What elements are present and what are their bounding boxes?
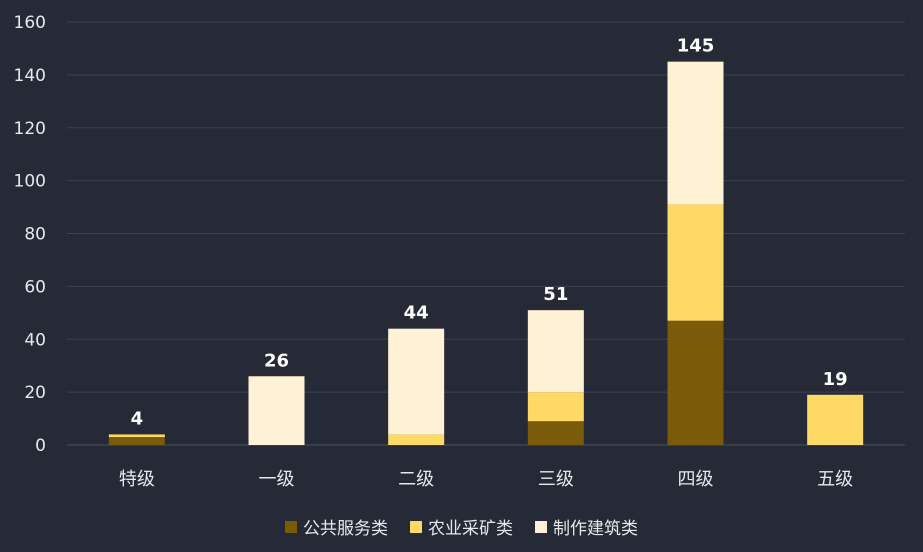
bar-segment-agriculture-mining: [667, 204, 724, 321]
total-label: 19: [823, 369, 848, 390]
y-tick-label: 120: [14, 119, 46, 139]
x-tick-label: 三级: [538, 469, 574, 490]
total-label: 44: [404, 303, 429, 324]
y-tick-label: 100: [14, 172, 46, 192]
legend-swatch-public-service: [285, 520, 297, 533]
x-tick-label: 一级: [259, 469, 295, 490]
legend-label-agriculture-mining: 农业采矿类: [428, 519, 513, 539]
y-tick-label: 20: [24, 383, 46, 403]
y-tick-label: 40: [24, 330, 46, 350]
bar-segment-public-service: [527, 421, 584, 445]
legend-swatch-agriculture-mining: [410, 520, 422, 533]
bar-segment-public-service: [108, 437, 165, 445]
bar-segment-agriculture-mining: [108, 434, 165, 438]
legend-item-agriculture-mining: 农业采矿类: [410, 514, 513, 539]
x-tick-label: 五级: [817, 469, 853, 490]
total-label: 26: [264, 350, 289, 371]
y-tick-label: 60: [24, 277, 46, 297]
legend: 公共服务类 农业采矿类 制作建筑类: [0, 514, 923, 539]
legend-swatch-manufacturing-construction: [535, 520, 547, 533]
x-tick-label: 二级: [398, 469, 434, 490]
bar-segment-public-service: [667, 320, 724, 445]
x-tick-label: 特级: [119, 469, 155, 490]
total-label: 4: [131, 408, 144, 429]
y-tick-label: 80: [24, 225, 46, 245]
bar-segment-manufacturing-construction: [527, 310, 584, 393]
total-label: 51: [543, 284, 568, 305]
bar-segment-agriculture-mining: [807, 394, 864, 445]
y-tick-label: 140: [14, 66, 46, 86]
legend-label-manufacturing-construction: 制作建筑类: [553, 519, 638, 539]
bar-segment-manufacturing-construction: [388, 328, 445, 435]
total-label: 145: [677, 36, 715, 57]
bar-segment-agriculture-mining: [527, 392, 584, 422]
bar-segment-manufacturing-construction: [248, 376, 305, 445]
legend-label-public-service: 公共服务类: [303, 519, 388, 539]
bar-segment-agriculture-mining: [388, 434, 445, 445]
legend-item-public-service: 公共服务类: [285, 514, 388, 539]
y-tick-label: 160: [14, 13, 46, 33]
bar-segment-manufacturing-construction: [667, 61, 724, 205]
x-tick-label: 四级: [678, 469, 714, 490]
legend-item-manufacturing-construction: 制作建筑类: [535, 514, 638, 539]
stacked-bar-chart: 0 20 40 60 80 100 120 140 160 4 特级 26 一级 44 二级 51 三级 145 四…: [14, 13, 905, 490]
y-tick-label: 0: [35, 436, 46, 456]
